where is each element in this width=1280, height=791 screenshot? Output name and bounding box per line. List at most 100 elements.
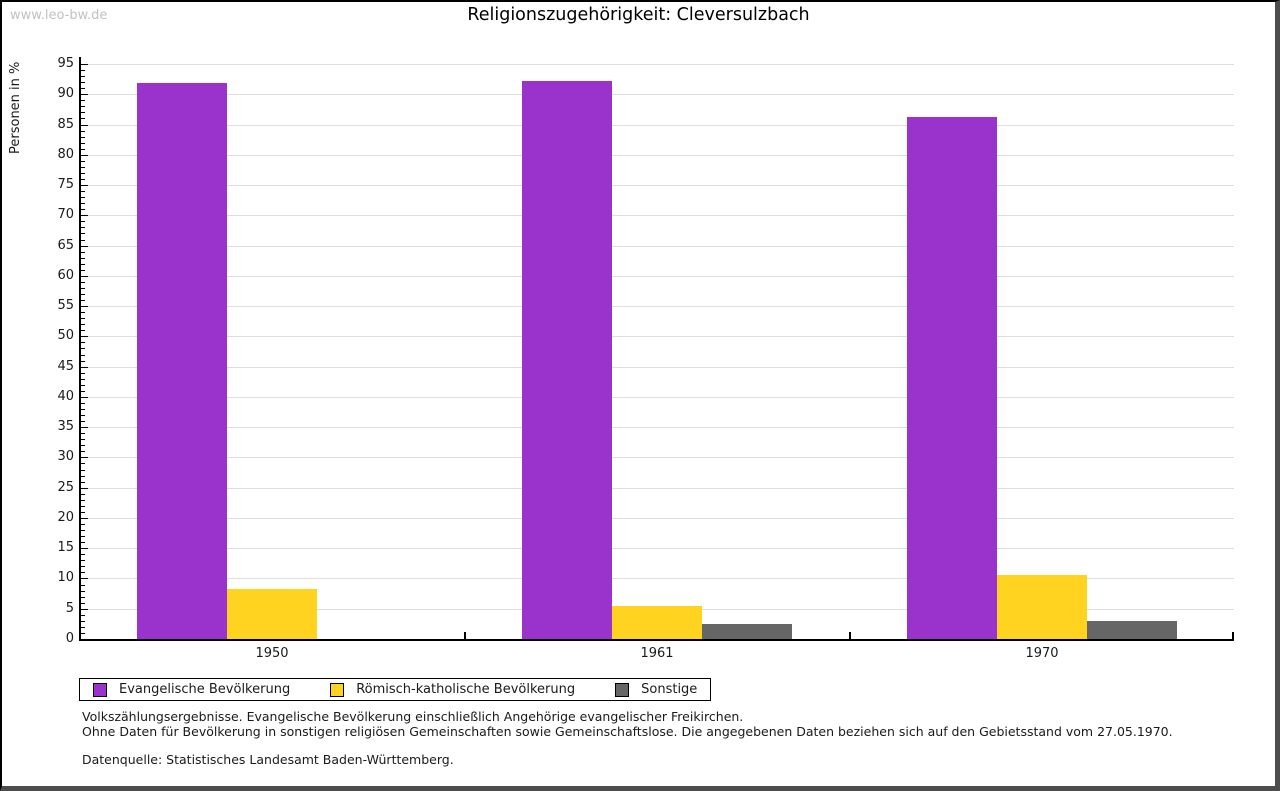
y-minor-tick — [81, 270, 85, 271]
y-minor-tick — [81, 191, 85, 192]
watermark-leo-bw: www.leo-bw.de — [10, 8, 108, 23]
y-major-tick — [81, 548, 88, 549]
y-minor-tick — [81, 603, 85, 604]
y-tick-label: 10 — [57, 570, 74, 585]
y-minor-tick — [81, 621, 85, 622]
y-minor-tick — [81, 403, 85, 404]
footnote-line-1: Volkszählungsergebnisse. Evangelische Be… — [82, 709, 744, 724]
y-tick-label: 60 — [57, 268, 74, 283]
gridline — [81, 457, 1234, 458]
y-minor-tick — [81, 433, 85, 434]
y-minor-tick — [81, 258, 85, 259]
y-minor-tick — [81, 439, 85, 440]
y-major-tick — [81, 64, 88, 65]
y-minor-tick — [81, 536, 85, 537]
y-minor-tick — [81, 300, 85, 301]
bar-1970-series-2 — [1087, 621, 1177, 639]
y-minor-tick — [81, 88, 85, 89]
y-minor-tick — [81, 506, 85, 507]
y-major-tick — [81, 155, 88, 156]
y-minor-tick — [81, 348, 85, 349]
y-minor-tick — [81, 445, 85, 446]
y-minor-tick — [81, 324, 85, 325]
y-minor-tick — [81, 476, 85, 477]
legend-label: Sonstige — [641, 682, 698, 697]
y-tick-label: 35 — [57, 419, 74, 434]
y-major-tick — [81, 125, 88, 126]
y-minor-tick — [81, 131, 85, 132]
y-minor-tick — [81, 530, 85, 531]
y-minor-tick — [81, 524, 85, 525]
gridline — [81, 427, 1234, 428]
y-minor-tick — [81, 627, 85, 628]
gridline — [81, 578, 1234, 579]
bar-1961-series-2 — [702, 624, 792, 639]
gridline — [81, 185, 1234, 186]
y-minor-tick — [81, 70, 85, 71]
gridline — [81, 367, 1234, 368]
y-major-tick — [81, 609, 88, 610]
y-minor-tick — [81, 615, 85, 616]
gridline — [81, 125, 1234, 126]
y-minor-tick — [81, 597, 85, 598]
y-minor-tick — [81, 330, 85, 331]
legend-item-1: Römisch-katholische Bevölkerung — [330, 682, 575, 697]
gridline — [81, 488, 1234, 489]
y-minor-tick — [81, 355, 85, 356]
gridline — [81, 336, 1234, 337]
y-minor-tick — [81, 451, 85, 452]
y-minor-tick — [81, 252, 85, 253]
y-minor-tick — [81, 294, 85, 295]
y-major-tick — [81, 367, 88, 368]
y-minor-tick — [81, 137, 85, 138]
legend-swatch-icon — [93, 682, 107, 697]
y-tick-label: 50 — [57, 328, 74, 343]
y-major-tick — [81, 276, 88, 277]
y-minor-tick — [81, 482, 85, 483]
y-minor-tick — [81, 415, 85, 416]
legend-item-0: Evangelische Bevölkerung — [93, 682, 290, 697]
y-minor-tick — [81, 633, 85, 634]
y-major-tick — [81, 578, 88, 579]
bar-1950-series-1 — [227, 589, 317, 639]
y-minor-tick — [81, 100, 85, 101]
gridline — [81, 276, 1234, 277]
y-minor-tick — [81, 282, 85, 283]
y-tick-label: 25 — [57, 480, 74, 495]
y-tick-label: 70 — [57, 207, 74, 222]
y-minor-tick — [81, 566, 85, 567]
y-minor-tick — [81, 143, 85, 144]
y-minor-tick — [81, 409, 85, 410]
y-minor-tick — [81, 494, 85, 495]
y-minor-tick — [81, 373, 85, 374]
y-major-tick — [81, 94, 88, 95]
x-tick-label: 1961 — [640, 646, 674, 661]
legend-swatch-icon — [615, 682, 630, 697]
bar-1950-series-0 — [137, 83, 227, 639]
footnote-source: Datenquelle: Statistisches Landesamt Bad… — [82, 752, 454, 767]
chart-footnotes: Volkszählungsergebnisse. Evangelische Be… — [82, 709, 1222, 767]
chart-legend: Evangelische Bevölkerung Römisch-katholis… — [79, 678, 712, 701]
y-minor-tick — [81, 379, 85, 380]
y-tick-label: 45 — [57, 359, 74, 374]
x-axis-line — [79, 639, 1234, 641]
y-minor-tick — [81, 221, 85, 222]
x-separator-tick — [1232, 632, 1234, 639]
y-tick-label: 65 — [57, 238, 74, 253]
y-minor-tick — [81, 585, 85, 586]
y-minor-tick — [81, 161, 85, 162]
legend-swatch-icon — [330, 682, 345, 697]
gridline — [81, 94, 1234, 95]
y-minor-tick — [81, 342, 85, 343]
x-separator-tick — [464, 632, 466, 639]
y-minor-tick — [81, 572, 85, 573]
y-major-tick — [81, 639, 88, 640]
y-minor-tick — [81, 318, 85, 319]
y-minor-tick — [81, 167, 85, 168]
legend-label: Römisch-katholische Bevölkerung — [356, 682, 576, 697]
x-tick-label: 1950 — [255, 646, 289, 661]
y-tick-label: 30 — [57, 449, 74, 464]
bar-1970-series-0 — [907, 117, 997, 639]
